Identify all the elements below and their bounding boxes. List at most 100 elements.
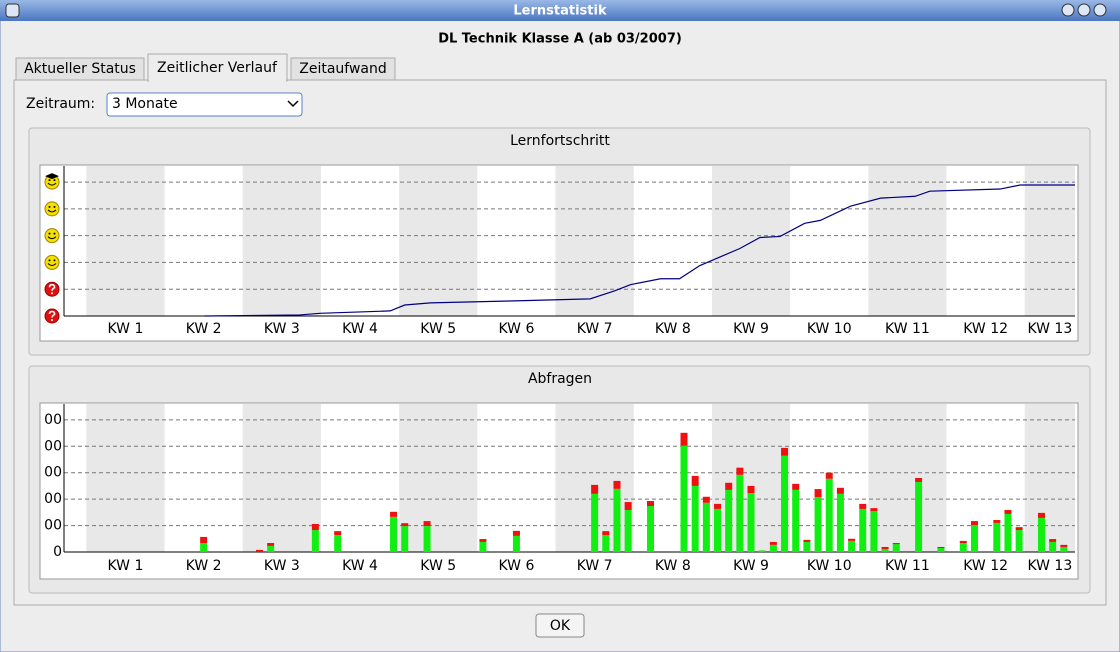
bar-segment xyxy=(792,483,800,490)
x-tick-label: KW 13 xyxy=(1027,558,1072,574)
bar-segment xyxy=(848,540,856,552)
bar-segment xyxy=(1015,527,1023,531)
bar-segment xyxy=(1060,544,1068,547)
level-icon xyxy=(44,201,60,217)
bar-segment xyxy=(1060,546,1068,552)
bar-segment xyxy=(602,531,610,536)
bar-segment xyxy=(591,493,599,552)
x-tick-label: KW 11 xyxy=(885,321,930,337)
bar-segment xyxy=(624,502,632,510)
header: DL Technik Klasse A (ab 03/2007) xyxy=(438,32,682,47)
x-tick-label: KW 8 xyxy=(655,321,691,337)
bar-segment xyxy=(624,509,632,552)
level-icon xyxy=(44,173,60,190)
bar-segment xyxy=(255,549,263,552)
bar-segment xyxy=(892,543,900,545)
minimize-button[interactable] xyxy=(1061,3,1075,17)
bar-segment xyxy=(792,489,800,552)
bar-segment xyxy=(1049,541,1057,552)
period-select[interactable] xyxy=(106,92,303,117)
bar-segment xyxy=(512,530,520,536)
icon-eye xyxy=(53,205,56,208)
ok-button[interactable] xyxy=(535,613,585,638)
week-band xyxy=(86,166,165,316)
x-tick-label: KW 12 xyxy=(963,558,1008,574)
bar-segment xyxy=(836,493,844,552)
bar-segment xyxy=(803,541,811,552)
menu-button[interactable] xyxy=(5,3,20,18)
week-band xyxy=(1024,404,1075,552)
x-tick-label: KW 5 xyxy=(420,321,456,337)
week-band xyxy=(868,166,947,316)
bar-segment xyxy=(714,503,722,509)
y-tick-label: 00 xyxy=(44,438,62,454)
bar-segment xyxy=(736,467,744,475)
y-tick-label: 00 xyxy=(44,412,62,428)
x-tick-label: KW 1 xyxy=(107,321,143,337)
bar-segment xyxy=(937,546,945,549)
bar-segment xyxy=(1037,517,1045,552)
bar-segment xyxy=(758,550,766,552)
bar-segment xyxy=(1037,512,1045,518)
icon-face xyxy=(44,254,60,270)
bar-segment xyxy=(702,496,710,503)
y-tick-label: 0 xyxy=(53,544,62,560)
bar-segment xyxy=(334,535,342,552)
bar-segment xyxy=(512,535,520,552)
title-bar xyxy=(0,0,1120,21)
tab-selected[interactable] xyxy=(147,53,288,82)
tab[interactable] xyxy=(290,57,396,81)
level-icon xyxy=(44,281,60,297)
bar-segment xyxy=(1015,530,1023,552)
bar-segment xyxy=(591,484,599,494)
bar-segment xyxy=(814,497,822,552)
week-band xyxy=(86,404,165,552)
bar-segment xyxy=(993,522,1001,552)
bar-segment xyxy=(267,543,275,546)
bar-segment xyxy=(959,540,967,544)
bar-segment xyxy=(401,523,409,527)
tab-joint xyxy=(149,79,286,82)
bar-segment xyxy=(736,474,744,552)
x-tick-label: KW 1 xyxy=(107,558,143,574)
bar-segment xyxy=(859,508,867,552)
bar-segment xyxy=(915,478,923,482)
x-tick-label: KW 3 xyxy=(264,558,300,574)
week-band xyxy=(242,404,321,552)
bar-segment xyxy=(311,530,319,552)
bar-segment xyxy=(334,531,342,536)
bar-segment xyxy=(892,544,900,552)
icon-eye xyxy=(48,205,51,208)
week-band xyxy=(711,166,791,316)
tab-label: Zeitlicher Verlauf xyxy=(157,60,278,76)
bar-segment xyxy=(881,546,889,550)
icon-dot xyxy=(51,292,53,295)
bar-segment xyxy=(423,521,431,527)
icon-mouth xyxy=(47,236,57,240)
x-tick-label: KW 7 xyxy=(577,558,613,574)
x-tick-label: KW 2 xyxy=(186,321,222,337)
x-tick-label: KW 5 xyxy=(420,558,456,574)
bar-segment xyxy=(915,481,923,552)
bar-segment xyxy=(970,521,978,526)
progress-line xyxy=(204,184,1075,317)
y-tick-label: 00 xyxy=(44,518,62,534)
icon-mouth xyxy=(47,263,57,266)
maximize-button[interactable] xyxy=(1077,3,1091,17)
bar-segment xyxy=(747,485,755,494)
tab[interactable] xyxy=(15,57,145,81)
x-tick-label: KW 11 xyxy=(885,558,930,574)
level-icon xyxy=(44,254,60,270)
bar-segment xyxy=(959,543,967,552)
close-button[interactable] xyxy=(1093,3,1107,17)
x-tick-label: KW 13 xyxy=(1027,321,1072,337)
bar-segment xyxy=(970,525,978,552)
bar-segment xyxy=(781,447,789,456)
bar-segment xyxy=(937,548,945,552)
window-title: Lernstatistik xyxy=(513,4,607,19)
icon-mouth xyxy=(47,209,57,213)
bar-segment xyxy=(702,502,710,552)
bar-segment xyxy=(781,455,789,552)
bar-segment xyxy=(769,544,777,552)
